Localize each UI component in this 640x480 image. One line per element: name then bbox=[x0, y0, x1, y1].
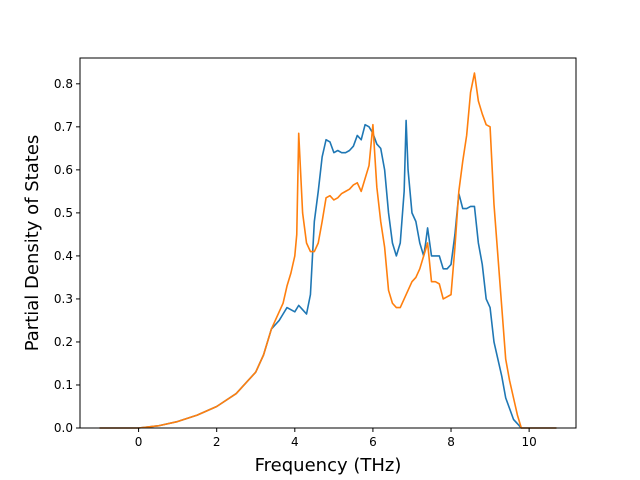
x-axis-ticks: 0 2 4 6 8 10 bbox=[135, 428, 537, 449]
y-tick-label: 0.4 bbox=[54, 249, 73, 263]
series-line-1 bbox=[99, 119, 557, 429]
y-tick-label: 0.5 bbox=[54, 206, 73, 220]
x-tick-label: 6 bbox=[369, 435, 377, 449]
y-tick-label: 0.6 bbox=[54, 163, 73, 177]
x-tick-label: 4 bbox=[291, 435, 299, 449]
y-tick-label: 0.1 bbox=[54, 378, 73, 392]
plot-lines bbox=[99, 72, 557, 429]
y-tick-label: 0.3 bbox=[54, 292, 73, 306]
y-tick-label: 0.8 bbox=[54, 77, 73, 91]
x-tick-label: 0 bbox=[135, 435, 143, 449]
y-tick-label: 0.7 bbox=[54, 120, 73, 134]
y-axis-label: Partial Density of States bbox=[22, 135, 43, 352]
x-tick-label: 8 bbox=[447, 435, 455, 449]
x-tick-label: 10 bbox=[521, 435, 536, 449]
y-axis-ticks: 0.0 0.1 0.2 0.3 0.4 0.5 0.6 0.7 0.8 bbox=[54, 77, 80, 435]
x-axis-label: Frequency (THz) bbox=[255, 455, 402, 476]
axes-frame bbox=[79, 57, 577, 429]
y-tick-label: 0.2 bbox=[54, 335, 73, 349]
y-tick-label: 0.0 bbox=[54, 421, 73, 435]
series-line-2 bbox=[99, 72, 557, 429]
x-tick-label: 2 bbox=[213, 435, 221, 449]
